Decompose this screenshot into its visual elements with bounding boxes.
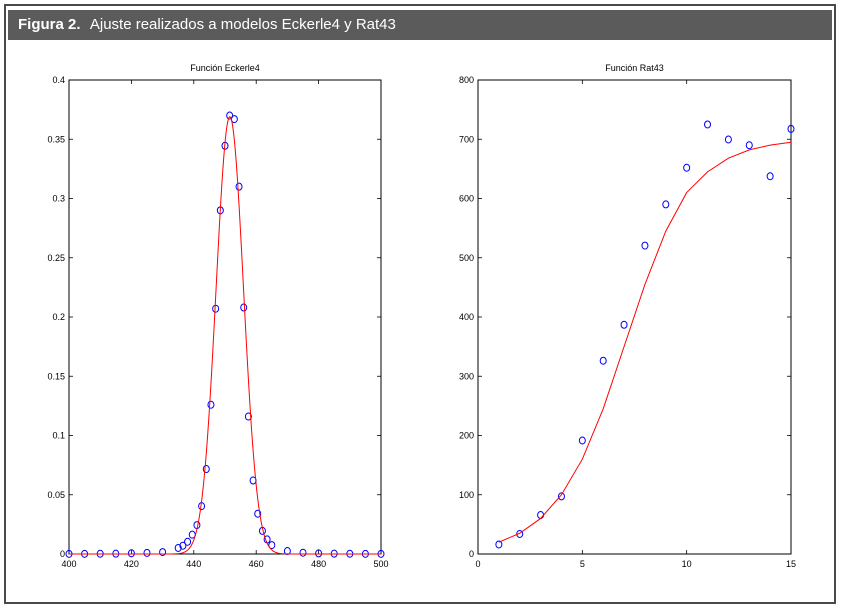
data-point	[641, 241, 649, 250]
data-point	[724, 135, 732, 144]
y-tick-label: 0.3	[52, 194, 65, 204]
chart-rat43: Función Rat43 0 5 10 15 0 100 200 300 400 500 600 70…	[459, 63, 796, 569]
y-tick-label: 0	[469, 549, 474, 559]
data-point	[495, 540, 503, 549]
data-point	[683, 163, 691, 172]
x-tick-label: 15	[786, 559, 796, 569]
y-tick-label: 0.35	[47, 134, 65, 144]
x-tick-label: 420	[124, 559, 139, 569]
y-tick-label: 600	[459, 194, 474, 204]
y-tick-label: 0.1	[52, 431, 65, 441]
data-point	[704, 120, 712, 129]
y-tick-label: 0.4	[52, 75, 65, 85]
x-tick-label: 460	[249, 559, 264, 569]
y-tick-label: 0.15	[47, 371, 65, 381]
chart-eckerle4: Función Eckerle4 400 420 440 460 480 500 0 0.05 0…	[47, 63, 388, 569]
y-tick-label: 0.25	[47, 253, 65, 263]
y-tick-label: 300	[459, 371, 474, 381]
data-point	[787, 124, 795, 133]
x-tick-label: 0	[475, 559, 480, 569]
data-point	[516, 529, 524, 538]
data-point	[620, 320, 628, 329]
data-point	[745, 141, 753, 150]
data-point	[599, 356, 607, 365]
y-tick-label: 500	[459, 253, 474, 263]
plot-area	[68, 79, 382, 555]
data-point	[766, 172, 774, 181]
data-point	[127, 549, 135, 558]
data-point	[179, 541, 187, 550]
chart-title: Función Eckerle4	[190, 63, 260, 73]
y-tick-label: 200	[459, 431, 474, 441]
chart-title: Función Rat43	[605, 63, 664, 73]
data-point	[240, 303, 248, 312]
y-tick-label: 100	[459, 490, 474, 500]
data-point	[662, 200, 670, 209]
y-tick-label: 0.05	[47, 490, 65, 500]
y-tick-label: 400	[459, 312, 474, 322]
y-tick-label: 800	[459, 75, 474, 85]
data-point	[174, 543, 182, 552]
figure-label: Figura 2.	[18, 16, 81, 33]
data-point	[159, 548, 167, 557]
data-point	[299, 548, 307, 557]
fit-line	[69, 116, 381, 555]
data-point	[254, 509, 262, 518]
y-tick-label: 700	[459, 134, 474, 144]
data-point	[244, 412, 252, 421]
x-tick-label: 500	[373, 559, 388, 569]
data-point	[315, 549, 323, 558]
data-point	[537, 511, 545, 520]
figure-frame	[4, 4, 836, 604]
data-point	[202, 465, 210, 474]
data-point	[143, 548, 151, 557]
data-point	[184, 537, 192, 546]
x-tick-label: 10	[682, 559, 692, 569]
data-point	[283, 547, 291, 556]
data-point	[235, 182, 243, 191]
data-point	[207, 400, 215, 409]
data-point	[557, 492, 565, 501]
x-tick-label: 400	[61, 559, 76, 569]
data-point	[578, 436, 586, 445]
figure-header: Figura 2. Ajuste realizados a modelos Ec…	[8, 10, 832, 40]
x-tick-label: 5	[580, 559, 585, 569]
y-tick-label: 0.2	[52, 312, 65, 322]
x-tick-label: 480	[311, 559, 326, 569]
figure-caption: Ajuste realizados a modelos Eckerle4 y R…	[89, 16, 396, 33]
data-point	[268, 541, 276, 550]
x-tick-label: 440	[186, 559, 201, 569]
y-tick-label: 0	[60, 549, 65, 559]
fit-line	[498, 141, 792, 543]
